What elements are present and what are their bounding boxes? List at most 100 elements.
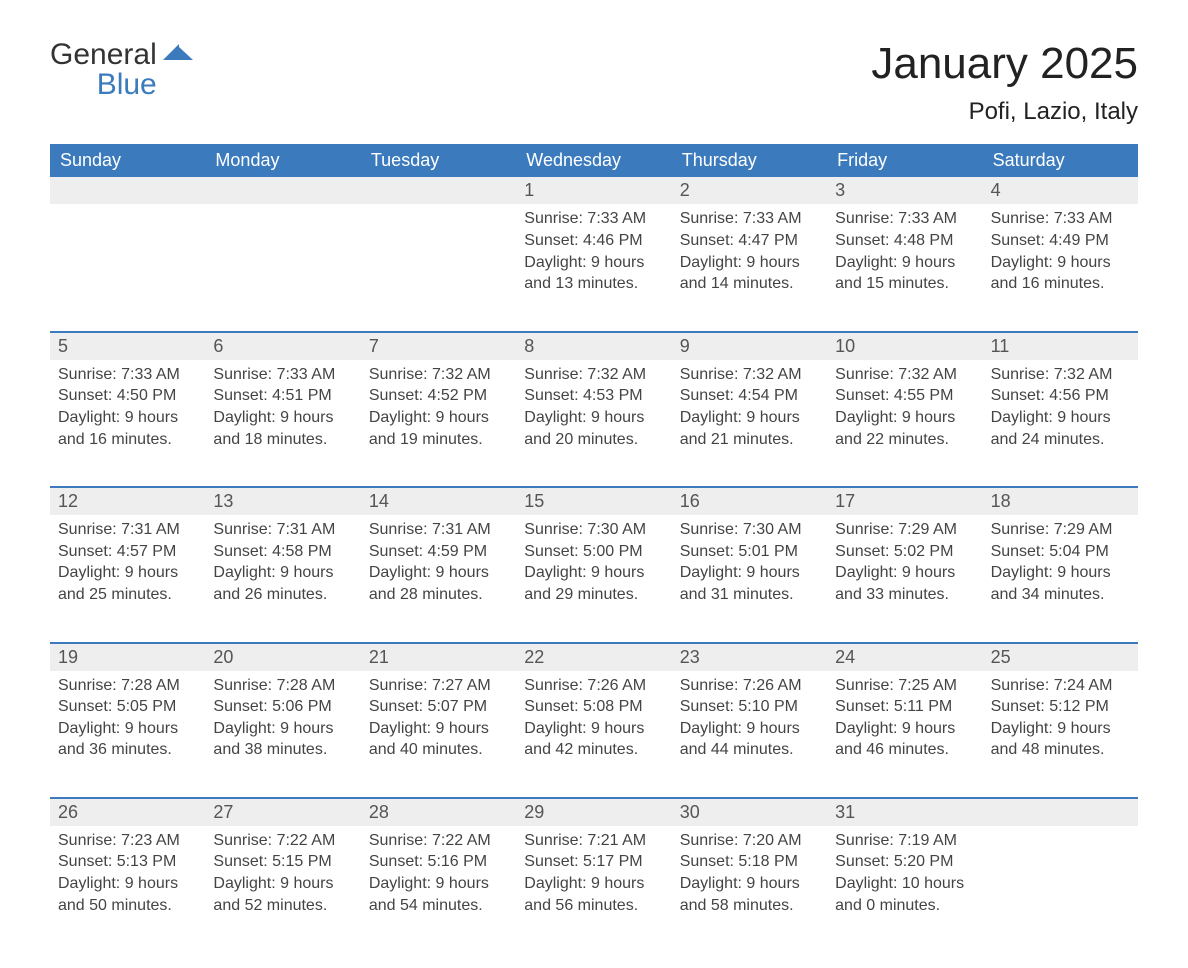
sunset-line: Sunset: 4:50 PM [58, 385, 195, 407]
sunrise-line: Sunrise: 7:24 AM [991, 675, 1128, 697]
brand-word-1: General [50, 38, 157, 71]
daylight-line: Daylight: 9 hours and 56 minutes. [524, 873, 661, 916]
day-number [361, 177, 516, 204]
day-details: Sunrise: 7:33 AMSunset: 4:49 PMDaylight:… [983, 204, 1138, 316]
sunrise-line: Sunrise: 7:28 AM [58, 675, 195, 697]
day-of-week-header: Saturday [983, 144, 1138, 177]
sunrise-line: Sunrise: 7:23 AM [58, 830, 195, 852]
daylight-line: Daylight: 9 hours and 15 minutes. [835, 252, 972, 295]
day-number-row: 262728293031 [50, 799, 1138, 826]
sunset-line: Sunset: 4:58 PM [213, 541, 350, 563]
day-number: 10 [827, 333, 982, 360]
sunset-line: Sunset: 4:57 PM [58, 541, 195, 563]
sunrise-line: Sunrise: 7:31 AM [369, 519, 506, 541]
sunrise-line: Sunrise: 7:25 AM [835, 675, 972, 697]
location-subtitle: Pofi, Lazio, Italy [871, 98, 1138, 126]
sunrise-line: Sunrise: 7:29 AM [991, 519, 1128, 541]
day-details: Sunrise: 7:29 AMSunset: 5:02 PMDaylight:… [827, 515, 982, 627]
weeks-container: 1234Sunrise: 7:33 AMSunset: 4:46 PMDayli… [50, 177, 1138, 938]
day-details: Sunrise: 7:33 AMSunset: 4:46 PMDaylight:… [516, 204, 671, 316]
sunrise-line: Sunrise: 7:32 AM [524, 364, 661, 386]
day-number: 5 [50, 333, 205, 360]
sunset-line: Sunset: 5:00 PM [524, 541, 661, 563]
sunrise-line: Sunrise: 7:30 AM [524, 519, 661, 541]
sunrise-line: Sunrise: 7:33 AM [680, 208, 817, 230]
sunrise-line: Sunrise: 7:29 AM [835, 519, 972, 541]
daylight-line: Daylight: 9 hours and 38 minutes. [213, 718, 350, 761]
day-details: Sunrise: 7:32 AMSunset: 4:53 PMDaylight:… [516, 360, 671, 472]
day-details: Sunrise: 7:32 AMSunset: 4:56 PMDaylight:… [983, 360, 1138, 472]
sunrise-line: Sunrise: 7:32 AM [369, 364, 506, 386]
day-details: Sunrise: 7:25 AMSunset: 5:11 PMDaylight:… [827, 671, 982, 783]
sunset-line: Sunset: 5:20 PM [835, 851, 972, 873]
day-of-week-header: Monday [205, 144, 360, 177]
sunset-line: Sunset: 4:51 PM [213, 385, 350, 407]
daylight-line: Daylight: 9 hours and 42 minutes. [524, 718, 661, 761]
calendar-week: 567891011Sunrise: 7:33 AMSunset: 4:50 PM… [50, 331, 1138, 472]
sunset-line: Sunset: 5:12 PM [991, 696, 1128, 718]
daylight-line: Daylight: 9 hours and 48 minutes. [991, 718, 1128, 761]
sunset-line: Sunset: 5:06 PM [213, 696, 350, 718]
daylight-line: Daylight: 9 hours and 16 minutes. [991, 252, 1128, 295]
sunset-line: Sunset: 5:10 PM [680, 696, 817, 718]
flag-icon [163, 44, 197, 70]
day-details: Sunrise: 7:21 AMSunset: 5:17 PMDaylight:… [516, 826, 671, 938]
daylight-line: Daylight: 9 hours and 21 minutes. [680, 407, 817, 450]
day-details: Sunrise: 7:27 AMSunset: 5:07 PMDaylight:… [361, 671, 516, 783]
day-number: 28 [361, 799, 516, 826]
day-details [983, 826, 1138, 938]
day-data-row: Sunrise: 7:23 AMSunset: 5:13 PMDaylight:… [50, 826, 1138, 938]
sunset-line: Sunset: 5:15 PM [213, 851, 350, 873]
day-number [983, 799, 1138, 826]
day-details [50, 204, 205, 316]
daylight-line: Daylight: 9 hours and 20 minutes. [524, 407, 661, 450]
calendar-week: 12131415161718Sunrise: 7:31 AMSunset: 4:… [50, 486, 1138, 627]
day-number-row: 1234 [50, 177, 1138, 204]
day-number: 19 [50, 644, 205, 671]
calendar-week: 262728293031Sunrise: 7:23 AMSunset: 5:13… [50, 797, 1138, 938]
sunrise-line: Sunrise: 7:32 AM [991, 364, 1128, 386]
day-details: Sunrise: 7:22 AMSunset: 5:16 PMDaylight:… [361, 826, 516, 938]
sunset-line: Sunset: 5:11 PM [835, 696, 972, 718]
sunset-line: Sunset: 4:53 PM [524, 385, 661, 407]
daylight-line: Daylight: 9 hours and 54 minutes. [369, 873, 506, 916]
day-number: 11 [983, 333, 1138, 360]
daylight-line: Daylight: 9 hours and 46 minutes. [835, 718, 972, 761]
day-number: 3 [827, 177, 982, 204]
day-number [205, 177, 360, 204]
day-number [50, 177, 205, 204]
daylight-line: Daylight: 9 hours and 25 minutes. [58, 562, 195, 605]
sunrise-line: Sunrise: 7:31 AM [213, 519, 350, 541]
day-number: 4 [983, 177, 1138, 204]
sunrise-line: Sunrise: 7:30 AM [680, 519, 817, 541]
day-number: 26 [50, 799, 205, 826]
day-number: 23 [672, 644, 827, 671]
sunrise-line: Sunrise: 7:26 AM [524, 675, 661, 697]
day-details: Sunrise: 7:32 AMSunset: 4:55 PMDaylight:… [827, 360, 982, 472]
day-details: Sunrise: 7:26 AMSunset: 5:08 PMDaylight:… [516, 671, 671, 783]
sunset-line: Sunset: 4:49 PM [991, 230, 1128, 252]
calendar-grid: SundayMondayTuesdayWednesdayThursdayFrid… [50, 144, 1138, 938]
day-number: 18 [983, 488, 1138, 515]
day-details: Sunrise: 7:32 AMSunset: 4:54 PMDaylight:… [672, 360, 827, 472]
day-number: 13 [205, 488, 360, 515]
page-header: General Blue January 2025 Pofi, Lazio, I… [50, 40, 1138, 126]
sunset-line: Sunset: 4:52 PM [369, 385, 506, 407]
daylight-line: Daylight: 9 hours and 36 minutes. [58, 718, 195, 761]
day-number: 22 [516, 644, 671, 671]
daylight-line: Daylight: 9 hours and 29 minutes. [524, 562, 661, 605]
daylight-line: Daylight: 9 hours and 31 minutes. [680, 562, 817, 605]
sunrise-line: Sunrise: 7:32 AM [680, 364, 817, 386]
day-details: Sunrise: 7:33 AMSunset: 4:47 PMDaylight:… [672, 204, 827, 316]
day-number: 27 [205, 799, 360, 826]
day-number: 20 [205, 644, 360, 671]
sunrise-line: Sunrise: 7:19 AM [835, 830, 972, 852]
day-details: Sunrise: 7:31 AMSunset: 4:59 PMDaylight:… [361, 515, 516, 627]
day-number: 12 [50, 488, 205, 515]
day-data-row: Sunrise: 7:28 AMSunset: 5:05 PMDaylight:… [50, 671, 1138, 783]
sunset-line: Sunset: 4:59 PM [369, 541, 506, 563]
sunset-line: Sunset: 5:05 PM [58, 696, 195, 718]
day-number: 14 [361, 488, 516, 515]
day-data-row: Sunrise: 7:31 AMSunset: 4:57 PMDaylight:… [50, 515, 1138, 627]
day-number: 1 [516, 177, 671, 204]
